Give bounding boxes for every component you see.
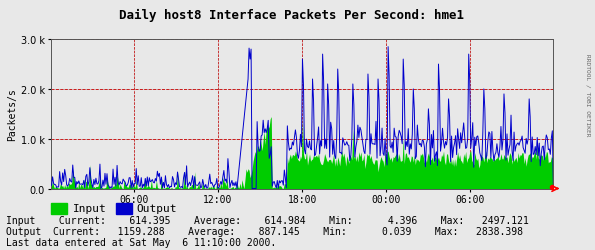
Text: Daily host8 Interface Packets Per Second: hme1: Daily host8 Interface Packets Per Second… bbox=[119, 9, 464, 22]
Text: Input    Current:    614.395    Average:    614.984    Min:      4.396    Max:  : Input Current: 614.395 Average: 614.984 … bbox=[6, 215, 529, 225]
Text: Input: Input bbox=[73, 203, 107, 213]
Text: Last data entered at Sat May  6 11:10:00 2000.: Last data entered at Sat May 6 11:10:00 … bbox=[6, 238, 276, 248]
Text: RRDTOOL / TOBI OETIKER: RRDTOOL / TOBI OETIKER bbox=[586, 54, 591, 136]
Text: Output: Output bbox=[137, 203, 177, 213]
Text: Output  Current:   1159.288    Average:    887.145    Min:      0.039    Max:   : Output Current: 1159.288 Average: 887.14… bbox=[6, 226, 523, 236]
Bar bbox=[116, 204, 133, 214]
Bar bbox=[51, 204, 67, 214]
Y-axis label: Packets/s: Packets/s bbox=[7, 88, 17, 141]
